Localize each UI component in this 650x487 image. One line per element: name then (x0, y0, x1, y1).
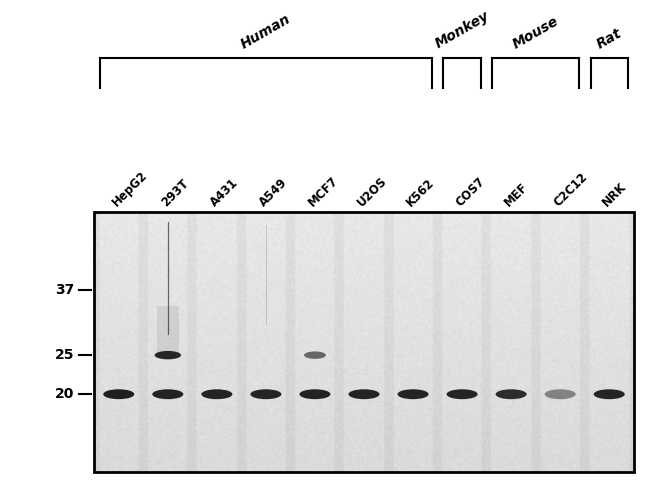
Text: K562: K562 (404, 176, 437, 209)
Text: 293T: 293T (159, 177, 191, 209)
Text: Mouse: Mouse (510, 14, 561, 51)
Text: NRK: NRK (600, 180, 629, 209)
Text: 25: 25 (55, 348, 74, 362)
Text: MEF: MEF (502, 181, 531, 209)
Ellipse shape (447, 389, 478, 399)
Ellipse shape (304, 352, 326, 359)
Text: Rat: Rat (594, 26, 624, 51)
Text: C2C12: C2C12 (551, 170, 590, 209)
Text: COS7: COS7 (453, 175, 487, 209)
Bar (157, 306, 179, 358)
Ellipse shape (202, 389, 233, 399)
Ellipse shape (545, 389, 576, 399)
Ellipse shape (593, 389, 625, 399)
Text: U2OS: U2OS (355, 174, 389, 209)
Text: 37: 37 (55, 283, 74, 297)
Text: A549: A549 (257, 176, 290, 209)
Text: Monkey: Monkey (432, 9, 491, 51)
Ellipse shape (398, 389, 428, 399)
Ellipse shape (152, 389, 183, 399)
Bar (94, 212, 634, 472)
Ellipse shape (495, 389, 526, 399)
Ellipse shape (300, 389, 330, 399)
Text: A431: A431 (207, 176, 240, 209)
Ellipse shape (155, 351, 181, 359)
Text: HepG2: HepG2 (110, 169, 150, 209)
Ellipse shape (103, 389, 135, 399)
Ellipse shape (348, 389, 380, 399)
Text: Human: Human (239, 11, 293, 51)
Text: MCF7: MCF7 (306, 174, 341, 209)
Ellipse shape (250, 389, 281, 399)
Text: 20: 20 (55, 387, 74, 401)
